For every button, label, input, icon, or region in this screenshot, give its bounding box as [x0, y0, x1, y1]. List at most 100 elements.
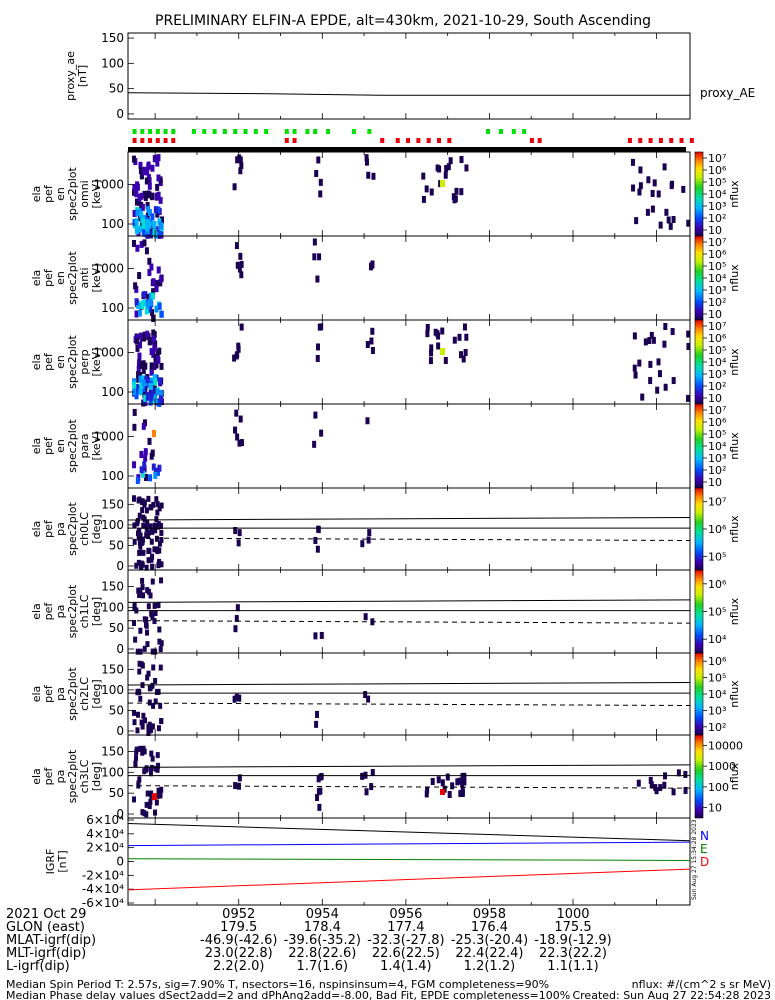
state-marker-red [155, 138, 160, 143]
spectrogram-pixel [138, 388, 143, 396]
ylabel-line: [deg] [90, 514, 103, 543]
y-tick-label: -4×10⁴ [82, 882, 124, 896]
state-marker-red [395, 138, 400, 143]
spectrogram-pixel [636, 779, 641, 787]
state-marker-red [406, 138, 411, 143]
spectrogram-pixel [319, 773, 324, 781]
state-marker-red [689, 138, 694, 143]
spectrogram-pixel [235, 433, 240, 441]
spectrogram-pixel [316, 343, 321, 351]
state-marker-red [132, 138, 137, 143]
y-tick-label: 100 [101, 683, 124, 697]
spectrogram-pixel [237, 694, 242, 702]
colorbar-tick-label: 10⁵ [708, 672, 726, 685]
spectrogram-pixel [157, 218, 162, 226]
spectrogram-pixel [148, 770, 153, 777]
ch0LC-ylabel: ela pef pa spec2plot ch0LC [deg] [30, 502, 103, 556]
spectrogram-pixel [371, 172, 376, 180]
spectrogram-pixel [314, 169, 319, 177]
spectrogram-pixel [650, 189, 655, 197]
spectrogram-pixel [315, 275, 320, 283]
spectrogram-pixel [139, 451, 144, 459]
spectrogram-pixel [632, 332, 637, 340]
x-axis-value-glon: 175.5 [554, 920, 591, 935]
spectrogram-pixel [133, 282, 138, 290]
y-tick-label: 100 [101, 518, 124, 532]
spectrogram-pixel [453, 195, 458, 203]
spectrogram-pixel [234, 614, 239, 622]
spectrogram-pixel [153, 155, 158, 163]
spectrogram-pixel [424, 790, 429, 798]
spectrogram-pixel [148, 523, 153, 530]
spectrogram-pixel [158, 279, 163, 287]
x-axis-row-label: GLON (east) [6, 920, 85, 935]
spectrogram-pixel [150, 528, 155, 535]
x-axis-value-glon: 176.4 [471, 920, 508, 935]
spectrogram-pixel [141, 745, 146, 752]
ch1LC-panel [127, 569, 691, 654]
spectrogram-pixel [134, 310, 139, 318]
ylabel-line: [keV] [90, 348, 103, 377]
ch1LC-spectrogram [132, 577, 375, 655]
spectrogram-pixel [141, 385, 146, 393]
igrf-ylabel: IGRF [nT] [44, 849, 69, 875]
spectrogram-pixel [158, 646, 163, 653]
state-marker-green [148, 129, 153, 134]
spectrogram-pixel [141, 592, 146, 599]
spectrogram-pixel [633, 371, 638, 379]
spectrogram-pixel [671, 215, 676, 223]
spectrogram-pixel [135, 227, 140, 235]
spectrogram-pixel [138, 167, 143, 175]
spectrogram-pixel [313, 632, 318, 640]
spectrogram-pixel [144, 307, 149, 315]
footer-line1: Median Spin Period T: 2.57s, sig=7.90% T… [6, 978, 549, 991]
spectrogram-pixel [239, 260, 244, 268]
state-marker-green [486, 129, 491, 134]
state-marker-green [222, 129, 227, 134]
x-axis-value-mlat: -46.9(-42.6) [200, 933, 277, 948]
spectrogram-pixel [235, 351, 240, 359]
spectrogram-pixel [140, 300, 145, 308]
spectrogram-pixel [144, 526, 149, 533]
state-marker-green [511, 129, 516, 134]
state-marker-red [447, 138, 452, 143]
spectrogram-pixel [158, 792, 163, 799]
colorbar-tick-label: 10⁷ [708, 496, 726, 509]
state-marker-red [380, 138, 385, 143]
colorbar-tick-label: 10 [708, 308, 722, 321]
colorbar-tick-label: 10² [708, 721, 726, 734]
spectrogram-pixel [145, 533, 150, 540]
ylabel-line: spec2plot [66, 749, 79, 803]
spectrogram-pixel [136, 497, 141, 504]
spectrogram-pixel [137, 352, 142, 360]
spectrogram-pixel [155, 509, 160, 516]
spectrogram-pixel [145, 393, 150, 401]
spectrogram-pixel [156, 521, 161, 528]
spectrogram-pixel [146, 603, 151, 610]
footer-right1: nflux: #/(cm^2 s sr MeV) [632, 978, 771, 991]
spectrogram-pixel [462, 778, 467, 786]
spectrogram-pixel [316, 156, 321, 164]
spectrogram-pixel [143, 454, 148, 462]
spectrogram-pixel [150, 563, 155, 570]
spectrogram-pixel [137, 668, 142, 675]
ylabel-line: spec2plot [66, 667, 79, 721]
proxy-ae-legend: proxy_AE [700, 86, 755, 100]
x-axis-value-l: 2.2(2.0) [213, 959, 265, 974]
spectrogram-pixel [663, 323, 668, 331]
spectrogram-pixel [132, 209, 137, 217]
spectrogram-pixel [134, 383, 139, 391]
x-axis-value-l: 1.4(1.4) [380, 959, 432, 974]
spectrogram-pixel [670, 180, 675, 188]
y-tick-label: 150 [101, 497, 124, 511]
spectrogram-pixel [150, 164, 155, 172]
spectrogram-pixel [142, 516, 147, 523]
spectrogram-pixel [153, 527, 158, 534]
spectrogram-pixel [139, 240, 144, 248]
spectrogram-pixel [666, 216, 671, 224]
spectrogram-pixel [137, 512, 142, 519]
proxy-ae-line [127, 92, 690, 96]
spectrogram-pixel [142, 461, 147, 469]
spectrogram-pixel [158, 522, 163, 529]
spectrogram-pixel [135, 181, 140, 189]
